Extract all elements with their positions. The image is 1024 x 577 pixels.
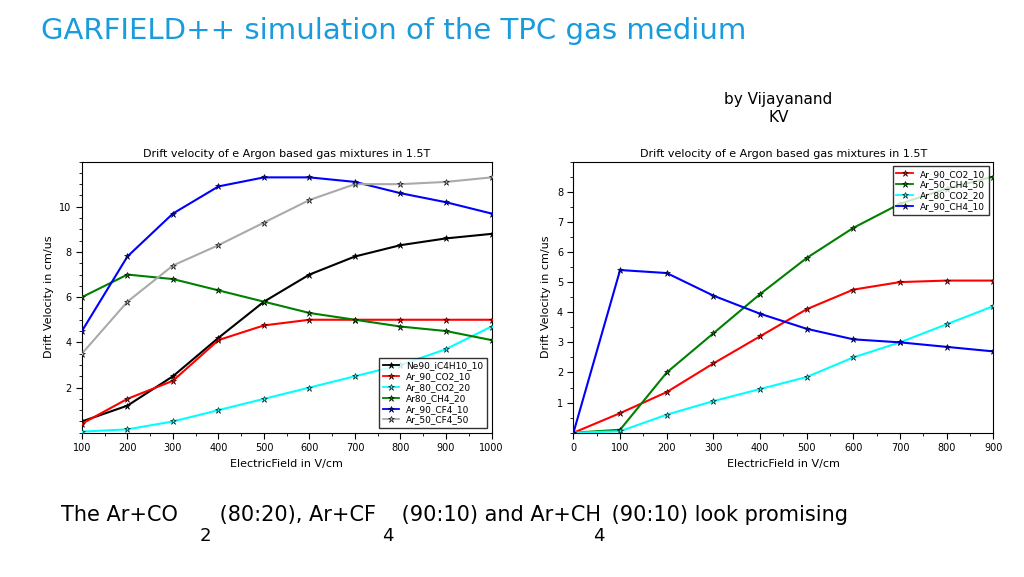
Text: GARFIELD++ simulation of the TPC gas medium: GARFIELD++ simulation of the TPC gas med… xyxy=(41,17,746,46)
Y-axis label: Drift Velocity in cm/us: Drift Velocity in cm/us xyxy=(44,236,53,358)
Legend: Ar_90_CO2_10, Ar_50_CH4_50, Ar_80_CO2_20, Ar_90_CH4_10: Ar_90_CO2_10, Ar_50_CH4_50, Ar_80_CO2_20… xyxy=(893,166,989,215)
Text: 4: 4 xyxy=(593,527,604,545)
X-axis label: ElectricField in V/cm: ElectricField in V/cm xyxy=(230,459,343,469)
X-axis label: ElectricField in V/cm: ElectricField in V/cm xyxy=(727,459,840,469)
Text: (90:10) and Ar+CH: (90:10) and Ar+CH xyxy=(395,505,601,525)
Text: by Vijayanand
KV: by Vijayanand KV xyxy=(724,92,833,125)
Title: Drift velocity of e Argon based gas mixtures in 1.5T: Drift velocity of e Argon based gas mixt… xyxy=(143,149,430,159)
Y-axis label: Drift Velocity in cm/us: Drift Velocity in cm/us xyxy=(542,236,551,358)
Text: 4: 4 xyxy=(382,527,393,545)
Title: Drift velocity of e Argon based gas mixtures in 1.5T: Drift velocity of e Argon based gas mixt… xyxy=(640,149,927,159)
Text: The Ar+CO: The Ar+CO xyxy=(61,505,178,525)
Text: (90:10) look promising: (90:10) look promising xyxy=(605,505,848,525)
Text: (80:20), Ar+CF: (80:20), Ar+CF xyxy=(213,505,376,525)
Legend: Ne90_iC4H10_10, Ar_90_CO2_10, Ar_80_CO2_20, Ar80_CH4_20, Ar_90_CF4_10, Ar_50_CF4: Ne90_iC4H10_10, Ar_90_CO2_10, Ar_80_CO2_… xyxy=(379,358,487,428)
Text: 2: 2 xyxy=(200,527,211,545)
